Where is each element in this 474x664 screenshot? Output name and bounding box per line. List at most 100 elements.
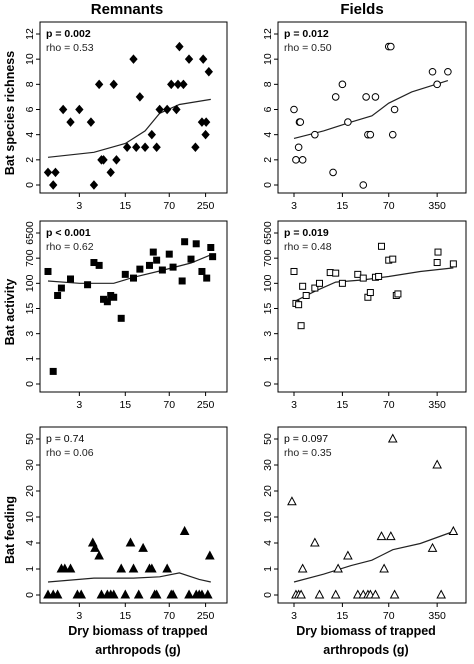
data-point	[116, 563, 127, 573]
data-point	[436, 589, 447, 599]
data-point	[338, 279, 346, 287]
trend-line	[293, 80, 449, 139]
data-point	[375, 272, 383, 280]
data-point	[106, 167, 115, 178]
row-label-richness: Bat species richness	[3, 51, 17, 175]
data-point	[204, 66, 213, 77]
y-tick-label: 4	[262, 540, 274, 546]
rho-value-label: rho = 0.35	[284, 447, 332, 459]
data-point	[175, 41, 184, 52]
data-point	[390, 105, 399, 114]
data-point	[297, 322, 305, 330]
data-point	[67, 275, 75, 283]
data-point	[311, 284, 319, 292]
data-point	[99, 155, 108, 165]
data-point	[65, 563, 76, 573]
y-tick-label: 4	[262, 132, 274, 138]
data-point	[191, 142, 200, 153]
data-point	[155, 104, 164, 115]
plot-frame	[277, 21, 467, 194]
p-value-label: p = 0.019	[284, 227, 329, 239]
data-point	[132, 142, 141, 153]
y-tick-label: 1	[262, 356, 274, 362]
data-point	[146, 563, 157, 573]
data-point	[366, 130, 375, 139]
y-tick-label: 8	[24, 81, 36, 87]
data-point	[204, 550, 215, 560]
y-tick-label: 0	[262, 381, 274, 387]
p-value-label: p = 0.74	[46, 433, 84, 445]
data-point	[162, 563, 172, 573]
data-point	[84, 281, 92, 289]
panel-4: 0 1 3 15 100 700 6500 3 15 70 350 p = 0.019 rho = 0.…	[262, 220, 467, 411]
data-point	[152, 142, 161, 153]
data-point	[117, 314, 125, 322]
data-point	[44, 267, 52, 275]
y-tick-label: 4	[24, 540, 36, 546]
panel-3: 0 1 3 15 100 700 6500 3 15 70 250 p < 0.001 rho = 0.…	[24, 220, 228, 411]
x-tick-label: 15	[337, 610, 349, 622]
y-tick-label: 100	[24, 274, 36, 292]
data-point	[315, 279, 323, 287]
data-point	[394, 290, 402, 298]
data-point	[179, 79, 188, 90]
data-point	[51, 167, 60, 178]
data-point	[103, 298, 111, 306]
data-point	[201, 117, 211, 127]
data-point	[135, 92, 145, 102]
data-point	[112, 155, 121, 165]
y-tick-label: 1	[262, 566, 274, 572]
data-point	[49, 367, 57, 375]
data-point	[296, 118, 305, 126]
data-point	[121, 270, 129, 278]
y-tick-label: 20	[262, 485, 274, 497]
data-point	[168, 589, 178, 599]
y-tick-label: 30	[24, 459, 36, 471]
data-point	[140, 142, 150, 153]
x-axis-label-left-line1: Dry biomass of trapped	[68, 624, 208, 638]
data-point	[89, 180, 99, 190]
data-point	[203, 274, 211, 282]
data-point	[162, 104, 172, 115]
data-point	[57, 284, 65, 292]
data-point	[343, 550, 353, 560]
data-point	[299, 282, 307, 290]
x-tick-label: 15	[119, 200, 131, 212]
data-point	[359, 181, 368, 189]
x-tick-label: 15	[337, 399, 349, 411]
data-point	[359, 274, 367, 282]
data-point	[449, 260, 457, 268]
data-point	[344, 118, 352, 126]
x-tick-label: 70	[163, 610, 175, 622]
x-tick-label: 3	[291, 399, 297, 411]
plot-frame	[39, 21, 228, 194]
y-tick-label: 6500	[262, 221, 274, 245]
data-point	[310, 537, 320, 547]
x-tick-label: 15	[119, 399, 131, 411]
y-tick-label: 12	[262, 28, 274, 40]
data-point	[433, 80, 441, 89]
data-point	[129, 54, 138, 64]
data-point	[290, 105, 298, 114]
column-title-remnants: Remnants	[91, 1, 164, 18]
x-tick-label: 15	[119, 610, 131, 622]
p-value-label: p = 0.097	[284, 433, 328, 445]
x-tick-label: 350	[428, 200, 446, 212]
trend-line	[47, 572, 211, 583]
data-point	[432, 459, 442, 469]
data-point	[298, 156, 307, 164]
y-tick-label: 100	[262, 274, 274, 292]
trend-line	[47, 98, 211, 158]
data-point	[444, 67, 452, 76]
x-tick-label: 3	[291, 610, 297, 622]
p-value-label: p < 0.001	[46, 227, 91, 239]
data-point	[90, 542, 100, 552]
y-tick-label: 0	[24, 381, 36, 387]
plot-frame	[277, 220, 467, 393]
data-point	[385, 531, 396, 541]
data-point	[122, 142, 132, 153]
data-point	[427, 542, 438, 552]
data-point	[198, 267, 206, 275]
data-point	[120, 589, 131, 599]
